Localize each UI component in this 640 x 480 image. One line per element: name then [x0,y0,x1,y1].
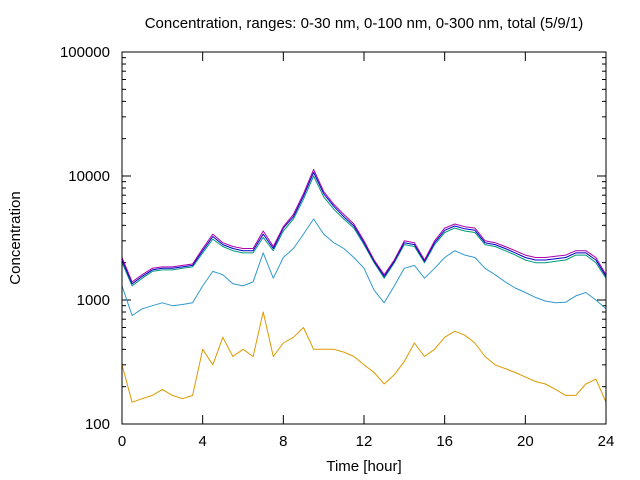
series-line-4 [121,171,607,285]
y-tick-label: 100 [85,416,110,433]
series-line-2 [121,218,607,316]
chart-title: Concentration, ranges: 0-30 nm, 0-100 nm… [145,15,584,32]
x-tick-label: 12 [356,433,373,450]
y-tick-label: 10000 [68,168,110,185]
plot-frame [121,51,607,425]
axis-ticks: 0 4 8 12 16 20 24 100 1000 10000 100000 [60,44,614,450]
x-axis-label: Time [hour] [326,458,401,475]
x-tick-label: 24 [598,433,615,450]
y-tick-label: 100000 [60,44,110,61]
series-line-5 [121,168,607,283]
x-tick-label: 8 [279,433,287,450]
x-tick-label: 0 [118,433,126,450]
x-tick-label: 4 [198,433,206,450]
series-line-3 [121,175,607,287]
plot-series [121,168,607,403]
x-tick-label: 20 [517,433,534,450]
series-line-1 [121,311,607,403]
y-tick-label: 1000 [77,292,110,309]
y-axis-label: Concentration [7,191,24,284]
x-tick-label: 16 [436,433,453,450]
